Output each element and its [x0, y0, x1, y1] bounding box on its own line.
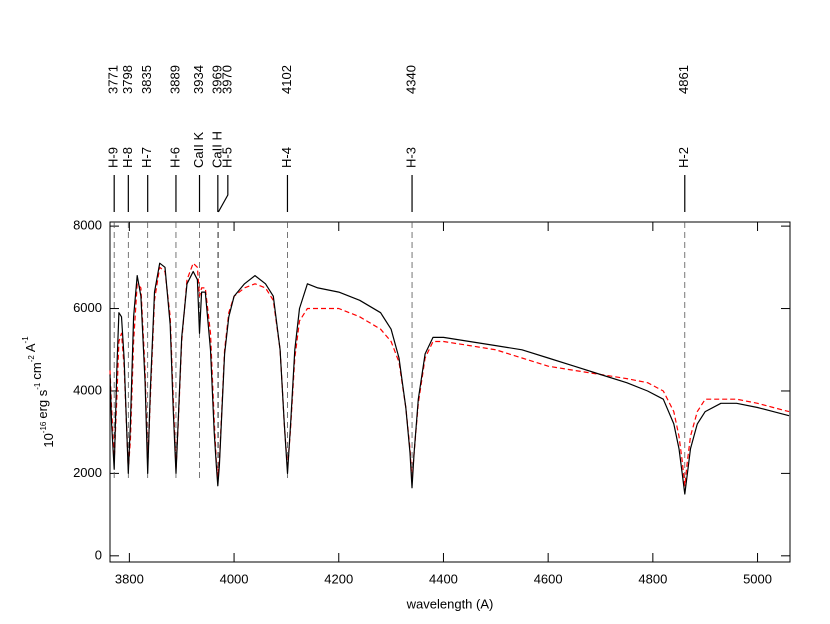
line-wavelength: 3835 [139, 65, 154, 94]
y-label-sup: -2 [27, 355, 36, 363]
x-tick-label: 4400 [429, 571, 458, 586]
line-label: CaII K [191, 132, 206, 168]
y-tick-label: 0 [95, 547, 102, 562]
line-wavelength: 4861 [676, 65, 691, 94]
x-axis-label: wavelength (A) [406, 596, 494, 611]
y-tick-label: 2000 [73, 465, 102, 480]
y-axis-label: 10-16erg s-1cm-2A-1 [21, 336, 56, 448]
y-label-part: A [23, 343, 38, 352]
line-marker-connector [217, 175, 229, 213]
y-label-part: 10 [41, 433, 56, 447]
y-label-part: erg s [35, 389, 50, 418]
y-tick-label: 8000 [73, 218, 102, 233]
y-label-sup: -1 [33, 382, 42, 390]
x-tick-label: 3800 [115, 571, 144, 586]
x-tick-label: 4600 [534, 571, 563, 586]
line-wavelength: 3970 [219, 65, 234, 94]
x-tick-label: 5000 [743, 571, 772, 586]
line-label: H-6 [167, 147, 182, 168]
line-label: H-7 [139, 147, 154, 168]
spectrum-line [109, 262, 790, 495]
y-label-sup: -1 [21, 336, 30, 344]
line-wavelength: 3889 [167, 65, 182, 94]
line-wavelength: 4340 [403, 65, 418, 94]
y-label-part: cm [29, 362, 44, 379]
line-label: CaII H [209, 131, 224, 168]
line-wavelength: 3798 [120, 65, 135, 94]
line-wavelength: 4102 [279, 65, 294, 94]
x-tick-label: 4800 [638, 571, 667, 586]
line-wavelength: 3934 [191, 65, 206, 94]
y-tick-label: 4000 [73, 382, 102, 397]
x-tick-label: 4000 [220, 571, 249, 586]
line-wavelength: 3771 [106, 65, 121, 94]
line-label: H-8 [120, 147, 135, 168]
line-wavelength: 3969 [209, 65, 224, 94]
line-label: H-2 [676, 147, 691, 168]
x-tick-label: 4200 [324, 571, 353, 586]
y-tick-label: 6000 [73, 300, 102, 315]
line-label: H-5 [219, 147, 234, 168]
line-label: H-3 [403, 147, 418, 168]
line-label: H-4 [279, 147, 294, 168]
y-label-sup: -16 [39, 421, 48, 433]
line-label: H-9 [106, 147, 121, 168]
